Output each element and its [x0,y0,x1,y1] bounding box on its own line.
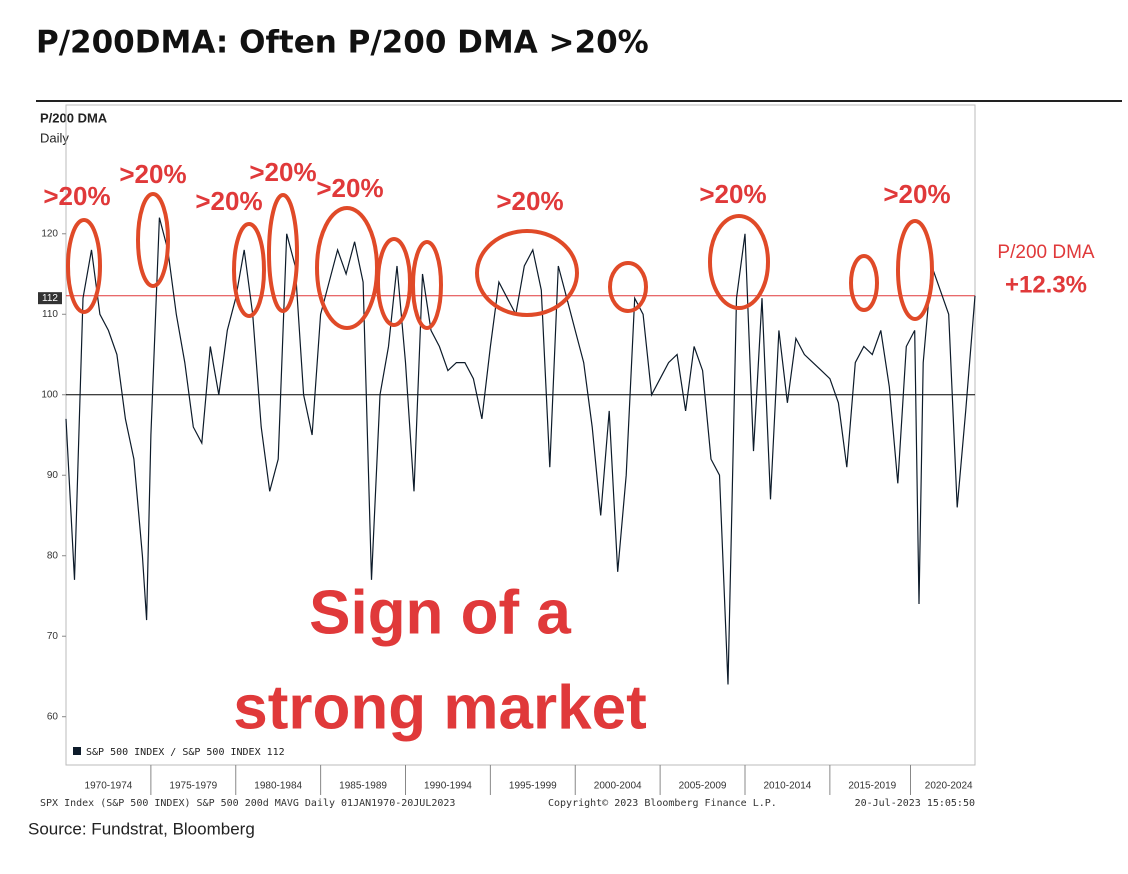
ellipse [896,219,934,321]
x-tick-label: 1985-1989 [339,781,387,792]
last-value-tag [38,292,62,305]
ellipse [411,240,443,330]
ellipse [136,192,170,288]
y-tick-label: 60 [47,711,59,722]
x-tick-label: 2005-2009 [679,781,727,792]
grid [62,233,975,795]
y-tick-label: 80 [47,550,59,561]
headline: Sign of a [309,578,571,647]
ellipse [376,237,412,327]
ellipse [849,254,879,312]
chart-subtitle: Daily [40,130,69,145]
y-tick-label: 110 [42,309,58,320]
footer-right: 20-Jul-2023 15:05:50 [855,798,975,809]
source: Source: Fundstrat, Bloomberg [28,819,255,838]
plot-frame [65,104,976,766]
x-tick-label: 1975-1979 [169,781,217,792]
annotation: >20% [195,186,262,216]
x-tick-label: 1990-1994 [424,781,472,792]
annotation: >20% [249,157,316,187]
page-title: P/200DMA: Often P/200 DMA >20% [36,25,649,61]
x-tick-label: 1995-1999 [509,781,557,792]
callout-value: +12.3% [1005,271,1087,298]
ellipse [608,261,648,313]
annotation: >20% [43,181,110,211]
annotation: >20% [883,179,950,209]
last-value-label: 112 [42,293,58,304]
ellipse [267,193,299,313]
x-tick-label: 1970-1974 [85,781,133,792]
x-tick-label: 1980-1984 [254,781,302,792]
annotation: >20% [699,179,766,209]
annotation: >20% [119,159,186,189]
ellipse [475,229,579,317]
y-tick-label: 120 [41,228,58,239]
legend-swatch [73,747,81,755]
annotation: >20% [496,186,563,216]
ellipse [232,222,266,318]
annotation: >20% [316,173,383,203]
y-tick-label: 70 [47,631,59,642]
headline: strong market [233,673,646,742]
ellipse [66,218,102,314]
ellipse [708,214,770,310]
x-tick-label: 2000-2004 [594,781,642,792]
chart-title: P/200 DMA [40,110,108,125]
series-layer [65,217,976,685]
x-tick-label: 2020-2024 [925,781,973,792]
x-tick-label: 2010-2014 [764,781,812,792]
x-tick-label: 2015-2019 [848,781,896,792]
y-tick-label: 90 [47,470,59,481]
legend-value: 112 [267,747,285,758]
y-tick-label: 100 [41,389,58,400]
series-line [65,217,976,685]
footer-center: Copyright© 2023 Bloomberg Finance L.P. [548,798,777,809]
footer-left: SPX Index (S&P 500 INDEX) S&P 500 200d M… [40,798,455,809]
callout-label: P/200 DMA [997,242,1094,263]
ellipse [315,206,379,330]
highlight-ellipses [66,192,934,330]
legend-label: S&P 500 INDEX / S&P 500 INDEX [86,747,261,758]
